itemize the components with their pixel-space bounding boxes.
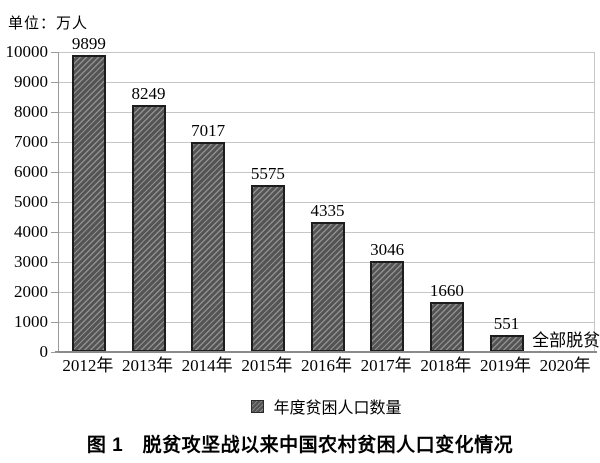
bar-2013 — [131, 104, 166, 352]
y-tick-mark — [51, 292, 58, 293]
bar-value-label-2015: 5575 — [250, 163, 285, 183]
bar-value-label-2017: 3046 — [370, 239, 405, 259]
unit-label: 单位：万人 — [8, 16, 89, 32]
x-tick-label-2019: 2019年 — [480, 356, 531, 375]
gridline — [59, 112, 594, 113]
bar-2012 — [71, 55, 106, 352]
y-tick-mark — [51, 352, 58, 353]
x-axis-line — [55, 351, 597, 353]
plot-area: 9899 8249 7017 5575 4335 3046 1660 551 全部脱贫 — [58, 35, 600, 352]
x-tick-label-2015: 2015年 — [241, 356, 293, 375]
y-tick-label: 9000 — [14, 72, 48, 91]
gridline — [59, 82, 594, 83]
legend-hatched-square-icon — [251, 399, 265, 413]
x-tick-label-2016: 2016年 — [301, 356, 352, 375]
y-tick-mark — [51, 112, 58, 113]
y-tick-mark — [51, 52, 58, 53]
y-tick-mark — [51, 232, 58, 233]
y-tick-label: 2000 — [14, 282, 48, 301]
bar-2016 — [310, 221, 345, 352]
bar-2014 — [191, 141, 226, 352]
y-tick-mark — [51, 322, 58, 323]
y-tick-mark — [51, 142, 58, 143]
bar-2015 — [250, 184, 285, 352]
y-tick-mark — [51, 202, 58, 203]
x-tick-label-2018: 2018年 — [420, 356, 472, 375]
y-tick-label: 7000 — [14, 132, 48, 151]
gridline — [59, 52, 594, 53]
x-tick-label-2017: 2017年 — [360, 356, 412, 375]
bar-value-label-2019: 551 — [493, 314, 520, 334]
y-tick-label: 4000 — [14, 222, 48, 241]
bar-value-label-2012: 9899 — [71, 34, 106, 54]
gridline — [59, 172, 594, 173]
figure-caption: 图 1 脱贫攻坚战以来中国农村贫困人口变化情况 — [86, 435, 514, 456]
y-tick-mark — [51, 172, 58, 173]
bar-value-label-2016: 4335 — [310, 200, 345, 220]
y-tick-label: 6000 — [14, 162, 48, 181]
bar-2019 — [489, 335, 524, 352]
legend-label: 年度贫困人口数量 — [273, 400, 402, 417]
x-tick-label-2020: 2020年 — [539, 356, 591, 375]
y-tick-mark — [51, 82, 58, 83]
y-tick-label: 1000 — [14, 312, 48, 331]
x-tick-label-2012: 2012年 — [62, 356, 114, 375]
x-tick-label-2013: 2013年 — [122, 356, 173, 375]
bar-value-label-2018: 1660 — [429, 281, 464, 301]
gridline — [59, 142, 594, 143]
y-tick-label: 8000 — [14, 102, 48, 121]
gridline — [59, 202, 594, 203]
y-tick-label: 0 — [39, 342, 49, 361]
bar-2018 — [429, 302, 464, 352]
y-tick-label: 3000 — [14, 252, 48, 271]
y-tick-label: 10000 — [5, 42, 49, 61]
bar-2017 — [370, 260, 405, 352]
y-tick-label: 5000 — [14, 192, 48, 211]
y-tick-mark — [51, 262, 58, 263]
annotation-2020: 全部脱贫 — [532, 331, 600, 350]
x-tick-label-2014: 2014年 — [181, 356, 233, 375]
legend: 年度贫困人口数量 — [58, 394, 595, 418]
bar-value-label-2013: 8249 — [131, 83, 166, 103]
bar-value-label-2014: 7017 — [191, 120, 226, 140]
